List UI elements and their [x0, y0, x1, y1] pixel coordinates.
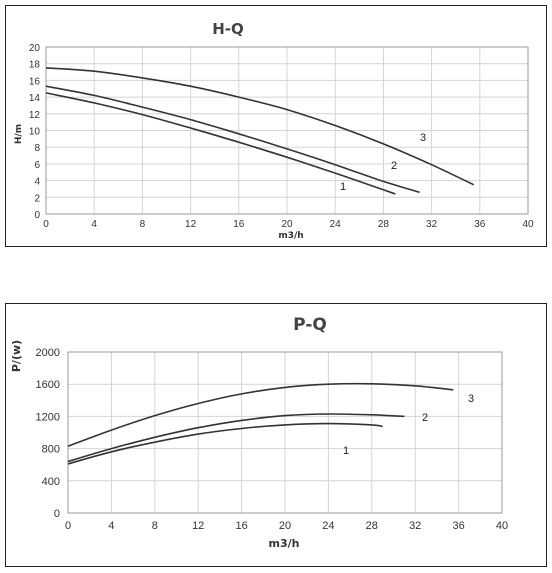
hq-y-axis-label: H/m	[14, 124, 24, 144]
hq-curve-2	[45, 85, 420, 194]
hq-y-tick-label: 0	[34, 210, 40, 221]
hq-plot-area	[45, 46, 529, 215]
hq-x-tick-label: 12	[185, 219, 197, 230]
pq-x-axis-label: m3/h	[269, 537, 300, 550]
pq-y-tick-label: 1200	[36, 411, 60, 423]
hq-y-tick-label: 6	[34, 160, 40, 171]
hq-y-tick-label: 2	[34, 193, 40, 204]
pq-y-tick-label: 400	[42, 476, 60, 488]
pq-x-tick-label: 20	[279, 520, 291, 532]
hq-y-tick-label: 16	[29, 76, 41, 87]
hq-x-tick-label: 24	[330, 219, 342, 230]
pq-curve-1	[67, 422, 383, 465]
pq-x-tick-label: 0	[65, 520, 71, 532]
pq-x-tick-label: 8	[152, 520, 158, 532]
hq-x-tick-label: 8	[140, 219, 146, 230]
hq-y-tick-label: 10	[29, 127, 41, 138]
pq-curve-3	[67, 382, 454, 447]
pq-curve-label-3: 3	[468, 393, 474, 405]
pq-x-tick-label: 36	[452, 520, 464, 532]
hq-curve-3	[45, 67, 475, 186]
hq-chart: 0 4 8 12 16 20 24 28 32 36 4002468101214161820H-Qm…	[14, 20, 534, 241]
hq-y-tick-label: 12	[29, 110, 41, 121]
hq-y-tick-label: 20	[29, 43, 41, 54]
pq-x-tick-label: 32	[409, 520, 421, 532]
pq-x-tick-label: 16	[235, 520, 247, 532]
hq-curve-1	[45, 92, 396, 195]
hq-y-tick-label: 18	[29, 60, 41, 71]
pq-plot-area	[67, 351, 503, 514]
hq-chart-title: H-Q	[212, 20, 244, 38]
pq-x-tick-label: 12	[192, 520, 204, 532]
hq-x-tick-label: 16	[233, 219, 245, 230]
pq-y-axis-label: P/(w)	[10, 340, 23, 372]
hq-x-axis-label: m3/h	[278, 231, 303, 241]
hq-x-tick-label: 0	[43, 219, 49, 230]
pq-gridlines	[67, 351, 503, 514]
hq-x-tick-label: 32	[426, 219, 438, 230]
hq-y-tick-label: 4	[34, 177, 40, 188]
pq-x-tick-label: 4	[108, 520, 114, 532]
hq-curve-label-3: 3	[420, 132, 426, 144]
pq-x-tick-label: 40	[496, 520, 508, 532]
hq-y-tick-label: 14	[29, 93, 41, 104]
pq-y-tick-label: 0	[54, 508, 60, 520]
hq-y-tick-label: 8	[34, 143, 40, 154]
pq-y-tick-label: 800	[42, 444, 60, 456]
pq-chart-title: P-Q	[293, 315, 327, 335]
hq-x-tick-label: 28	[378, 219, 390, 230]
hq-curve-label-1: 1	[340, 181, 346, 193]
hq-x-tick-label: 36	[474, 219, 486, 230]
pq-x-tick-label: 24	[322, 520, 334, 532]
pq-curve-label-2: 2	[422, 412, 428, 424]
pq-y-tick-label: 2000	[36, 347, 60, 359]
hq-x-tick-label: 4	[91, 219, 97, 230]
hq-x-tick-label: 20	[281, 219, 293, 230]
hq-x-tick-label: 40	[522, 219, 534, 230]
hq-chart-panel: 0 4 8 12 16 20 24 28 32 36 40 0 2 4 6 8 10 12 14 16 18 20 H-Q m…	[5, 5, 547, 247]
pq-curve-2	[67, 413, 405, 463]
pq-chart: 0 4 8 12 16 20 24 28 32 36 400400800120016002000P-…	[10, 315, 508, 550]
pq-x-tick-label: 28	[366, 520, 378, 532]
pq-y-tick-label: 1600	[36, 379, 60, 391]
pq-chart-panel: 0 4 8 12 16 20 24 28 32 36 40 0 400 800 1200 1600 2000 P-…	[5, 303, 547, 567]
hq-curve-label-2: 2	[391, 160, 397, 172]
hq-gridlines	[45, 46, 529, 215]
pq-curve-label-1: 1	[343, 445, 349, 457]
